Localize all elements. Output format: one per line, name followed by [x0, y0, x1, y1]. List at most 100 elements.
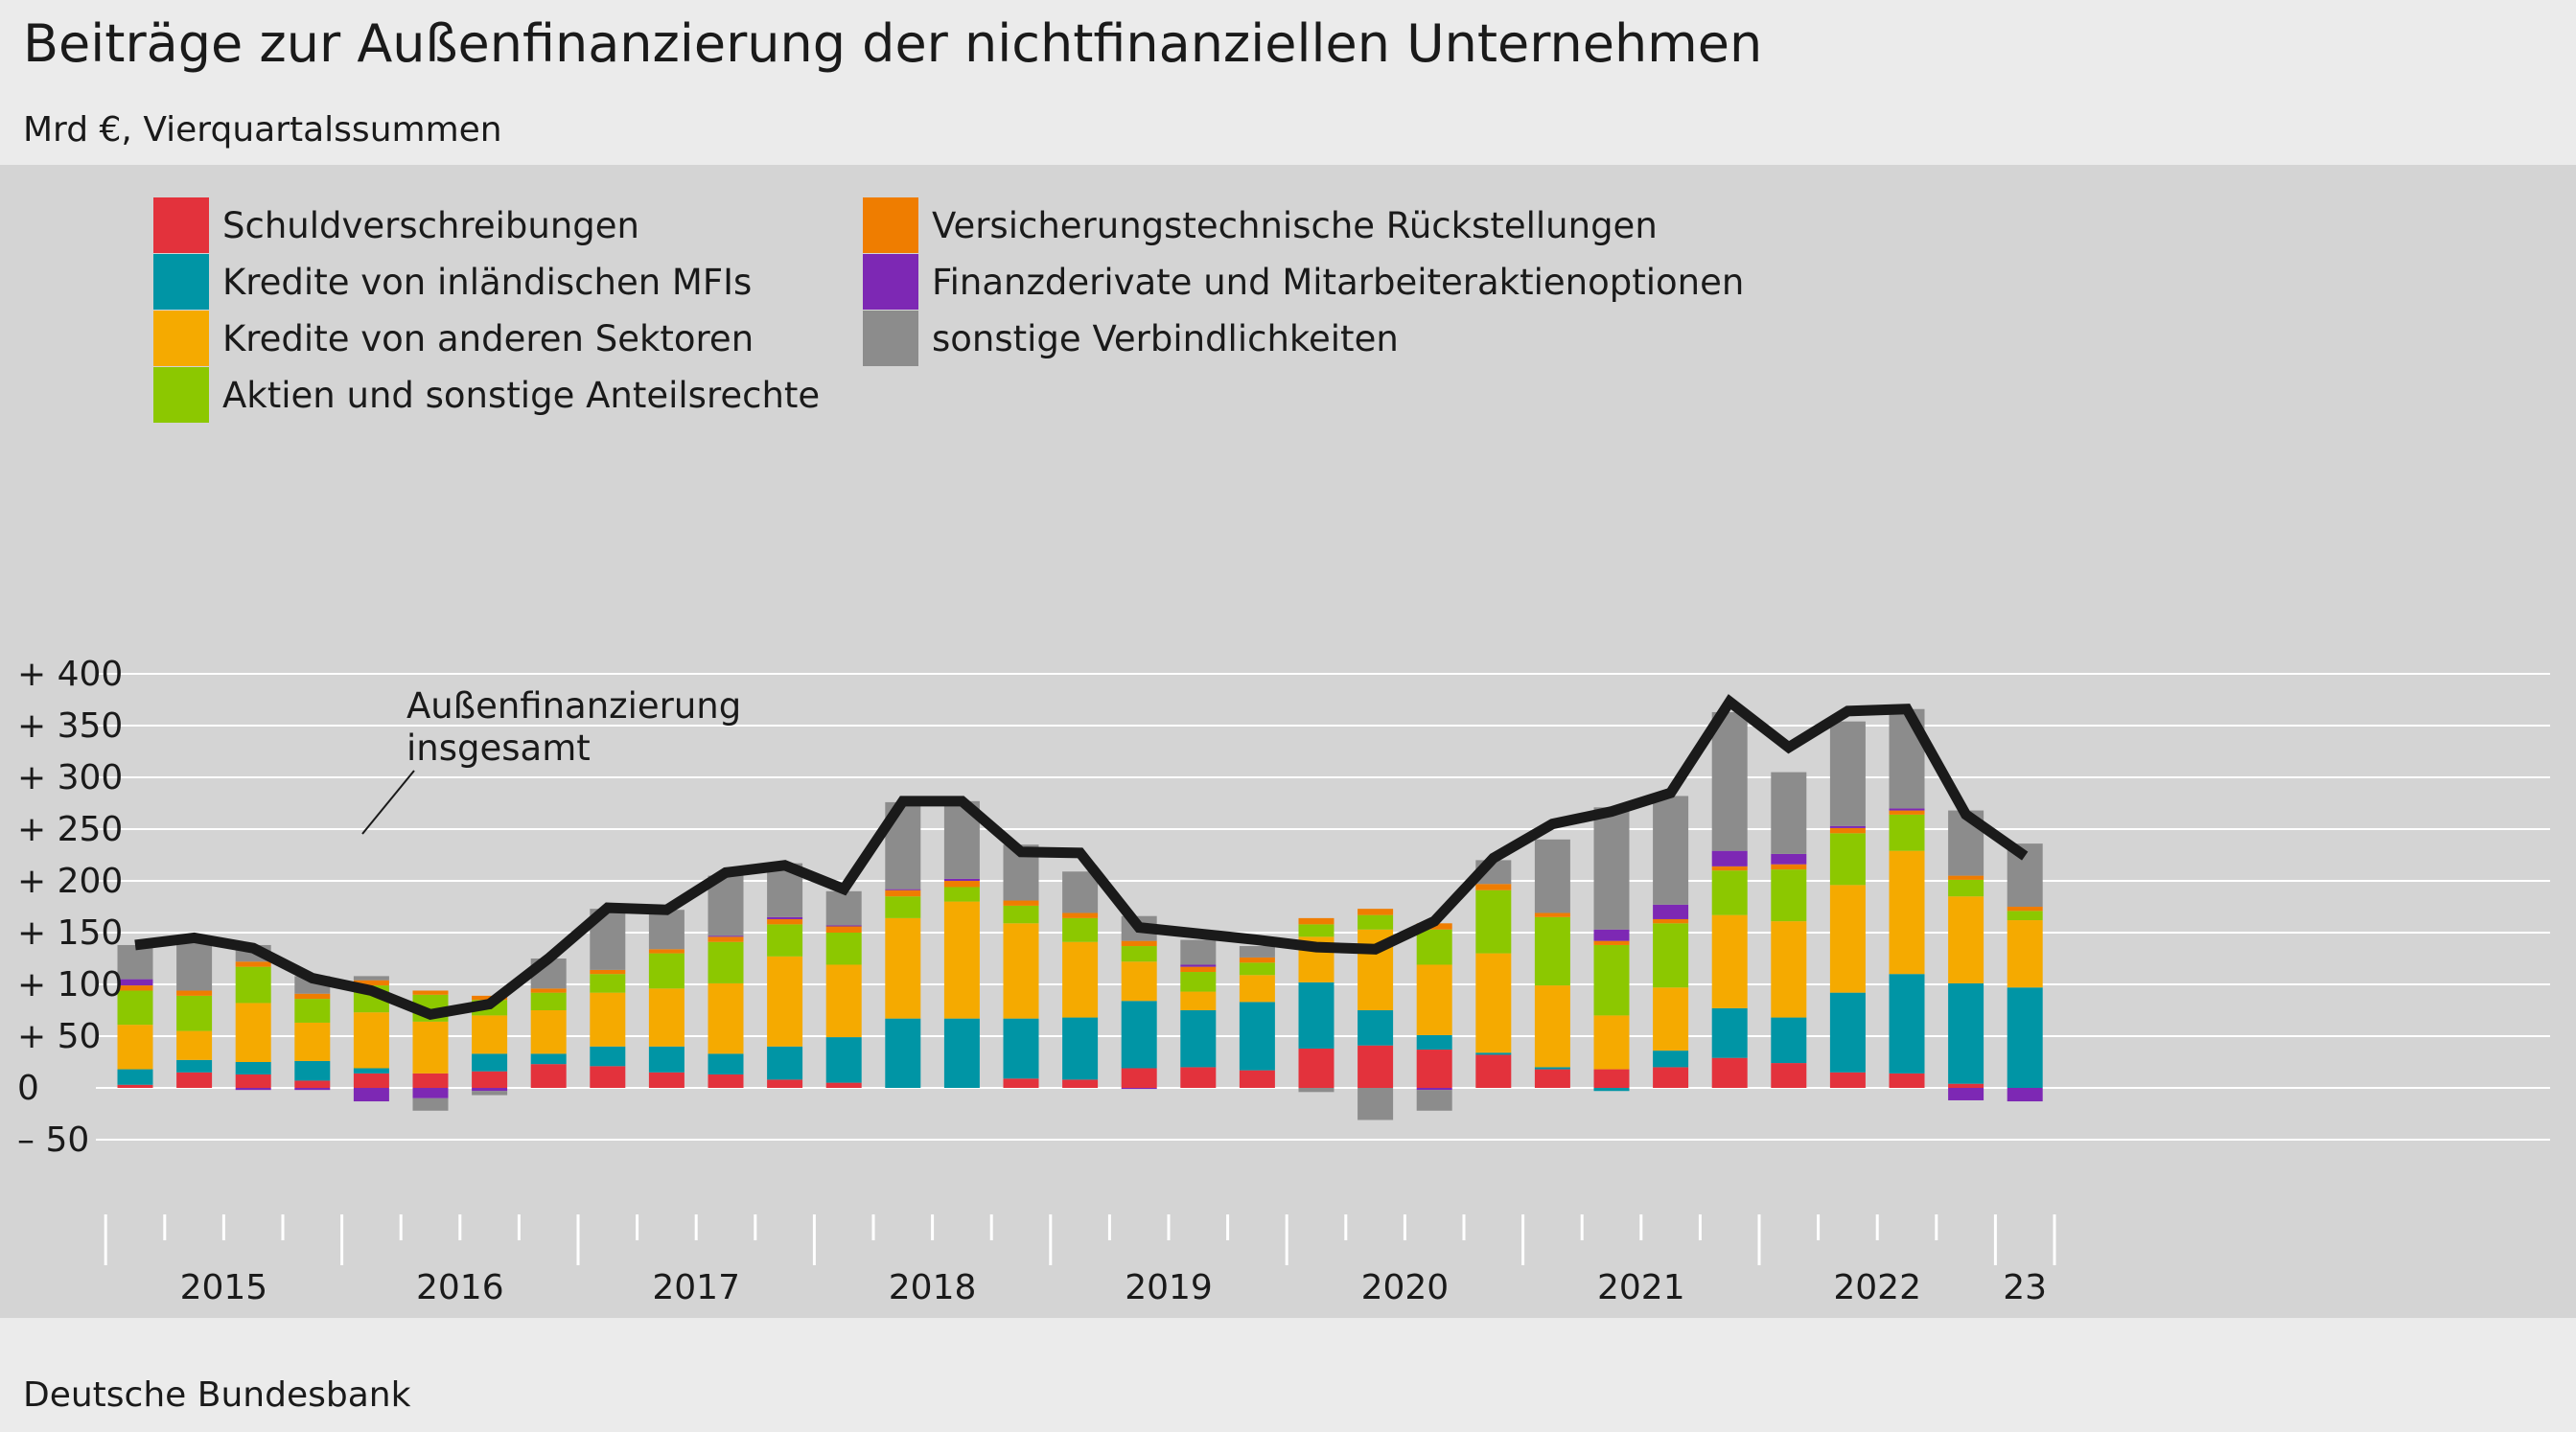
y-tick-label: + 100 — [17, 965, 123, 1005]
bar-segment — [353, 976, 389, 981]
bar-segment — [353, 1012, 389, 1069]
bar-segment — [2007, 987, 2043, 1088]
bar-segment — [1003, 1078, 1039, 1088]
y-tick-label: + 200 — [17, 862, 123, 901]
bar-segment — [1239, 1002, 1275, 1071]
bar-segment — [708, 935, 744, 937]
bar-segment — [943, 881, 980, 888]
bar-segment — [1711, 914, 1748, 1008]
x-tick-label: 2021 — [1597, 1268, 1685, 1307]
bar-segment — [825, 926, 862, 933]
legend-swatch — [153, 311, 209, 366]
bar-segment — [590, 1066, 626, 1088]
bar-segment — [1180, 966, 1217, 973]
bar-segment — [1889, 810, 1925, 815]
bar-segment — [943, 887, 980, 902]
bar-segment — [472, 1091, 508, 1096]
legend-label: sonstige Verbindlichkeiten — [932, 318, 1399, 359]
bar-segment — [2007, 920, 2043, 988]
bar-segment — [825, 1082, 862, 1088]
legend-swatch — [863, 311, 918, 366]
bar-segment — [235, 1088, 271, 1091]
legend-swatch — [863, 254, 918, 310]
bar-segment — [1948, 982, 1984, 1084]
bar-segment — [1475, 953, 1512, 1053]
bar-segment — [353, 980, 389, 986]
bar-segment — [412, 1021, 449, 1074]
bar-segment — [1180, 1010, 1217, 1068]
bar-segment — [1416, 1090, 1452, 1111]
bar-segment — [1416, 929, 1452, 965]
bar-segment — [1358, 914, 1394, 930]
bar-segment — [1593, 944, 1630, 1016]
bar-segment — [825, 1037, 862, 1083]
bar-segment — [1593, 940, 1630, 945]
bar-segment — [472, 1071, 508, 1088]
bar-segment — [708, 1074, 744, 1088]
bar-segment — [1593, 807, 1630, 930]
bar-segment — [1771, 1063, 1807, 1088]
bar-segment — [1711, 850, 1748, 866]
bar-segment — [648, 949, 685, 954]
bar-segment — [648, 1072, 685, 1088]
bar-segment — [825, 964, 862, 1038]
bar-segment — [1829, 833, 1866, 886]
bar-segment — [1653, 796, 1689, 905]
bar-segment — [1771, 864, 1807, 870]
bar-segment — [1121, 961, 1157, 1002]
bar-segment — [1121, 940, 1157, 947]
legend-swatch — [863, 197, 918, 253]
bar-segment — [353, 1088, 389, 1102]
bar-segment — [1829, 827, 1866, 834]
bar-segment — [590, 969, 626, 975]
y-tick-label: + 250 — [17, 810, 123, 849]
y-tick-label: + 350 — [17, 706, 123, 746]
bar-segment — [1298, 1088, 1334, 1093]
bar-segment — [472, 1053, 508, 1072]
bar-segment — [1534, 1067, 1570, 1070]
bar-segment — [1003, 900, 1039, 906]
bar-segment — [648, 988, 685, 1047]
bar-segment — [294, 1022, 331, 1061]
bar-segment — [1121, 946, 1157, 962]
bar-segment — [1121, 1088, 1157, 1090]
bar-segment — [1948, 1083, 1984, 1088]
bar-segment — [1653, 918, 1689, 924]
x-tick-label: 2017 — [652, 1268, 740, 1307]
bar-segment — [176, 1072, 213, 1088]
bar-segment — [412, 1097, 449, 1111]
bar-segment — [708, 941, 744, 983]
bar-segment — [117, 1025, 153, 1070]
x-tick-label: 2020 — [1361, 1268, 1450, 1307]
bar-segment — [412, 1088, 449, 1098]
bar-segment — [1121, 1001, 1157, 1069]
bar-segment — [1062, 1017, 1099, 1080]
bar-segment — [1298, 982, 1334, 1049]
bar-segment — [176, 940, 213, 991]
bar-segment — [1239, 946, 1275, 958]
y-tick-label: + 300 — [17, 758, 123, 797]
bar-segment — [708, 982, 744, 1054]
bar-segment — [1948, 896, 1984, 983]
bar-segment — [294, 1088, 331, 1091]
bar-segment — [1889, 1073, 1925, 1088]
bar-segment — [1358, 1010, 1394, 1046]
chart-title: Beiträge zur Außenfinanzierung der nicht… — [23, 13, 1763, 74]
y-tick-label: + 400 — [17, 655, 123, 694]
legend-label: Kredite von inländischen MFIs — [222, 262, 752, 303]
bar-segment — [472, 1015, 508, 1054]
bar-segment — [235, 1003, 271, 1062]
bar-segment — [825, 925, 862, 927]
bar-segment — [1534, 1069, 1570, 1088]
bar-segment — [1711, 711, 1748, 851]
bar-segment — [176, 995, 213, 1031]
bar-segment — [1711, 1007, 1748, 1058]
bar-segment — [1358, 1045, 1394, 1088]
bar-segment — [1416, 1050, 1452, 1088]
bar-segment — [1889, 814, 1925, 851]
bar-segment — [1889, 974, 1925, 1074]
legend-label: Versicherungstechnische Rückstellungen — [932, 205, 1658, 246]
bar-segment — [1180, 1067, 1217, 1088]
bar-segment — [294, 993, 331, 1000]
